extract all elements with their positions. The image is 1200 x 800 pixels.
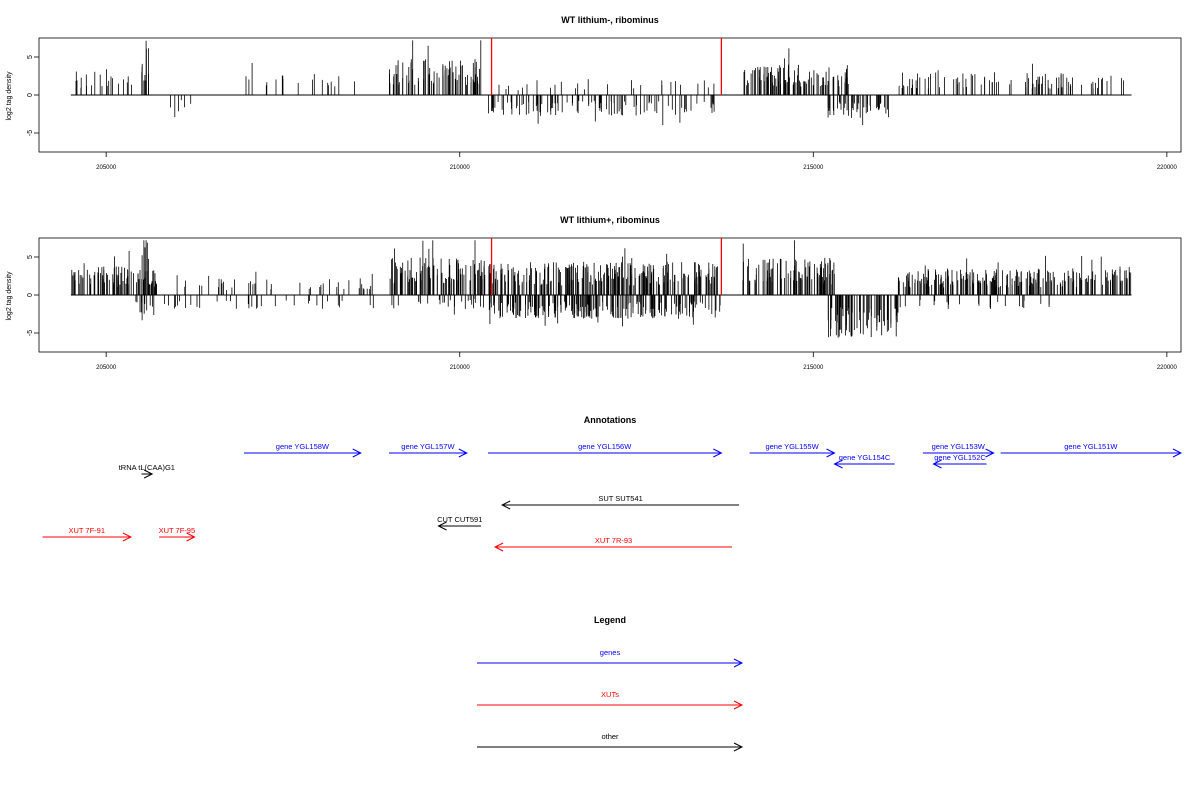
feature-arrow: CUT CUT591 [437, 515, 482, 531]
legend-label: XUTs [601, 690, 619, 699]
annotations-track: Annotations gene YGL158W gene YGL157W gene… [42, 415, 1183, 552]
feature-arrow: gene YGL158W [244, 442, 362, 458]
track-panel-lithium-plus: WT lithium+, ribominus log2 tag density … [6, 215, 1182, 371]
feature-label: gene YGL158W [276, 442, 330, 451]
legend-entry: XUTs [477, 690, 744, 710]
legend-entry: other [477, 732, 744, 752]
feature-arrow: gene YGL151W [1000, 442, 1183, 458]
x-tick-label: 220000 [1157, 165, 1178, 171]
x-tick-label: 205000 [96, 365, 117, 371]
feature-arrow: gene YGL155W [749, 442, 836, 458]
axes: 205000 210000 215000 220000 -5 0 5 [27, 255, 1178, 371]
legend-entry: genes [477, 648, 744, 668]
x-tick-label: 210000 [450, 365, 471, 371]
feature-label: gene YGL156W [578, 442, 632, 451]
feature-label: XUT 7R-93 [595, 536, 632, 545]
signal-bars [70, 238, 1132, 338]
feature-label: XUT 7F-91 [68, 526, 105, 535]
feature-label: gene YGL153W [932, 442, 986, 451]
feature-arrow: gene YGL152C [932, 453, 987, 469]
feature-arrow: XUT 7F-95 [159, 526, 196, 542]
y-axis-label: log2 tag density [6, 271, 13, 321]
feature-arrow: XUT 7R-93 [493, 536, 732, 552]
feature-label: tRNA tL(CAA)G1 [119, 463, 175, 472]
feature-label: gene YGL157W [401, 442, 455, 451]
y-tick-label: -5 [27, 130, 34, 136]
legend-entries: genes XUTs other [477, 648, 744, 752]
x-tick-label: 210000 [450, 165, 471, 171]
feature-label: gene YGL155W [765, 442, 819, 451]
feature-arrow: tRNA tL(CAA)G1 [119, 463, 175, 479]
y-tick-label: 0 [27, 93, 34, 97]
feature-label: gene YGL152C [934, 453, 986, 462]
annotations-title: Annotations [584, 415, 637, 425]
feature-label: XUT 7F-95 [159, 526, 196, 535]
signal-bars [70, 38, 1132, 126]
legend-title: Legend [594, 615, 626, 625]
feature-label: SUT SUT541 [598, 494, 642, 503]
y-tick-label: 5 [27, 255, 34, 259]
feature-label: gene YGL154C [839, 453, 891, 462]
x-tick-label: 215000 [803, 165, 824, 171]
panel-title: WT lithium+, ribominus [560, 215, 660, 225]
y-tick-label: -5 [27, 330, 34, 336]
feature-arrow: XUT 7F-91 [42, 526, 133, 542]
feature-arrow: gene YGL154C [833, 453, 895, 469]
legend-label: genes [600, 648, 621, 657]
y-tick-label: 0 [27, 293, 34, 297]
feature-arrow: gene YGL156W [488, 442, 723, 458]
feature-arrows: gene YGL158W gene YGL157W gene YGL156W gene… [42, 442, 1183, 552]
y-tick-label: 5 [27, 55, 34, 59]
x-tick-label: 215000 [803, 365, 824, 371]
legend: Legend genes XUTs other [477, 615, 744, 752]
y-axis-label: log2 tag density [6, 71, 13, 121]
track-panel-lithium-minus: WT lithium-, ribominus log2 tag density … [6, 15, 1182, 171]
feature-arrow: gene YGL157W [389, 442, 468, 458]
panel-title: WT lithium-, ribominus [561, 15, 659, 25]
axes: 205000 210000 215000 220000 -5 0 5 [27, 55, 1178, 171]
feature-arrow: SUT SUT541 [501, 494, 740, 510]
feature-arrow: gene YGL153W [922, 442, 995, 458]
x-tick-label: 205000 [96, 165, 117, 171]
feature-label: gene YGL151W [1064, 442, 1118, 451]
feature-label: CUT CUT591 [437, 515, 482, 524]
legend-label: other [601, 732, 619, 741]
x-tick-label: 220000 [1157, 365, 1178, 371]
